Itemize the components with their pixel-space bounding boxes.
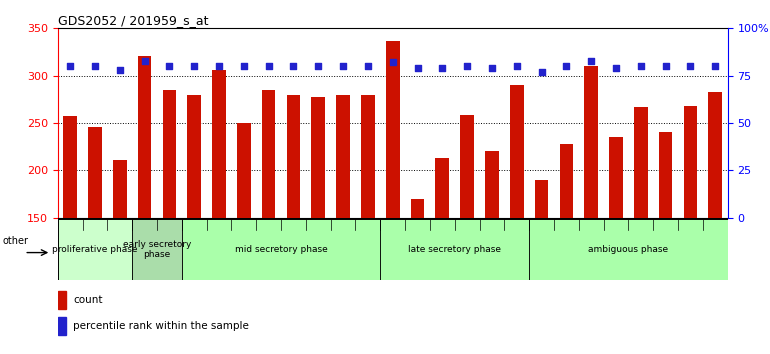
Point: [114, 67, 126, 73]
Text: mid secretory phase: mid secretory phase: [235, 245, 327, 254]
Bar: [560, 144, 573, 218]
Point: [486, 65, 498, 71]
Point: [461, 63, 474, 69]
Point: [387, 59, 399, 65]
Bar: [336, 95, 350, 218]
Text: GDS2052 / 201959_s_at: GDS2052 / 201959_s_at: [58, 14, 208, 27]
Point: [263, 63, 275, 69]
Point: [238, 63, 250, 69]
Point: [610, 65, 622, 71]
Text: ambiguous phase: ambiguous phase: [588, 245, 668, 254]
Point: [535, 69, 547, 75]
Bar: [386, 41, 400, 218]
Point: [337, 63, 350, 69]
Bar: [609, 137, 623, 218]
Point: [634, 63, 647, 69]
Bar: [529, 219, 728, 280]
Point: [659, 63, 671, 69]
Text: percentile rank within the sample: percentile rank within the sample: [73, 321, 249, 331]
Bar: [58, 317, 66, 335]
Point: [213, 63, 225, 69]
Point: [64, 63, 76, 69]
Bar: [286, 95, 300, 218]
Point: [561, 63, 573, 69]
Bar: [213, 70, 226, 218]
Text: proliferative phase: proliferative phase: [52, 245, 138, 254]
Bar: [113, 160, 126, 218]
Bar: [182, 219, 380, 280]
Bar: [410, 199, 424, 218]
Bar: [380, 219, 529, 280]
Point: [585, 58, 598, 63]
Text: late secretory phase: late secretory phase: [408, 245, 501, 254]
Bar: [63, 116, 77, 218]
Text: count: count: [73, 295, 102, 305]
Point: [188, 63, 200, 69]
Point: [312, 63, 324, 69]
Text: other: other: [2, 235, 28, 246]
Point: [511, 63, 523, 69]
Bar: [485, 152, 499, 218]
Point: [685, 63, 697, 69]
Bar: [162, 90, 176, 218]
Bar: [58, 291, 66, 309]
Bar: [634, 107, 648, 218]
Bar: [311, 97, 325, 218]
Bar: [361, 95, 375, 218]
Point: [436, 65, 448, 71]
Bar: [534, 180, 548, 218]
Bar: [237, 123, 251, 218]
Bar: [708, 92, 722, 218]
Point: [709, 63, 721, 69]
Point: [411, 65, 424, 71]
Bar: [684, 106, 698, 218]
Bar: [510, 85, 524, 218]
Bar: [262, 90, 276, 218]
Point: [139, 58, 151, 63]
Point: [163, 63, 176, 69]
Bar: [460, 115, 474, 218]
Point: [287, 63, 300, 69]
Bar: [58, 219, 132, 280]
Bar: [138, 56, 152, 218]
Bar: [659, 132, 672, 218]
Point: [89, 63, 101, 69]
Bar: [584, 66, 598, 218]
Bar: [187, 95, 201, 218]
Text: early secretory
phase: early secretory phase: [122, 240, 191, 259]
Bar: [88, 127, 102, 218]
Bar: [436, 158, 449, 218]
Bar: [132, 219, 182, 280]
Point: [362, 63, 374, 69]
